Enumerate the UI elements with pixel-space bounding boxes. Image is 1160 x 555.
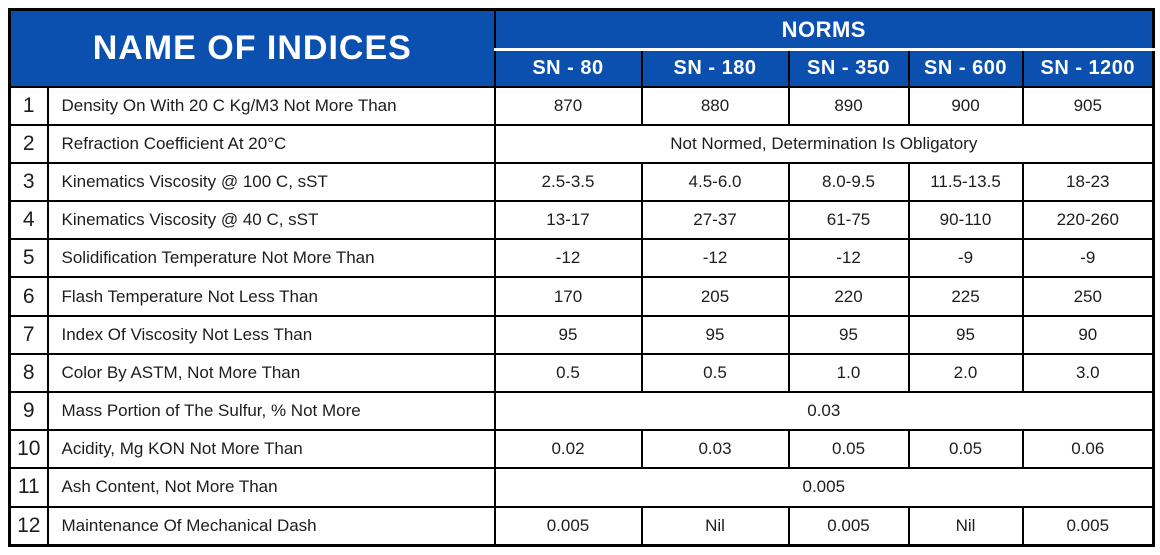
value-cell: 27-37	[640, 200, 790, 241]
value-cell: 225	[907, 276, 1024, 317]
row-number: 2	[8, 123, 49, 164]
value-cell: 95	[787, 314, 910, 355]
value-cell: -9	[1021, 238, 1155, 279]
index-name: Mass Portion of The Sulfur, % Not More	[46, 390, 496, 432]
table-row: 7 Index Of Viscosity Not Less Than 95 95…	[8, 314, 1155, 355]
index-name: Solidification Temperature Not More Than	[46, 238, 496, 279]
index-name: Refraction Coefficient At 20°C	[46, 123, 496, 164]
column-header-sn-600: SN - 600	[907, 48, 1024, 88]
row-number: 4	[8, 200, 49, 241]
index-name: Density On With 20 C Kg/M3 Not More Than	[46, 85, 496, 126]
value-cell: 170	[493, 276, 643, 317]
row-number: 5	[8, 238, 49, 279]
value-cell: 13-17	[493, 200, 643, 241]
value-cell: 0.06	[1021, 429, 1155, 470]
value-cell: -9	[907, 238, 1024, 279]
table-row: 12 Maintenance Of Mechanical Dash 0.005 …	[8, 505, 1155, 547]
row-number: 1	[8, 85, 49, 126]
index-name: Index Of Viscosity Not Less Than	[46, 314, 496, 355]
column-header-sn-80: SN - 80	[493, 48, 643, 88]
merged-value-cell: 0.03	[493, 390, 1155, 432]
value-cell: -12	[493, 238, 643, 279]
value-cell: 95	[493, 314, 643, 355]
value-cell: 18-23	[1021, 161, 1155, 203]
value-cell: -12	[787, 238, 910, 279]
value-cell: 220-260	[1021, 200, 1155, 241]
value-cell: 870	[493, 85, 643, 126]
value-cell: 0.02	[493, 429, 643, 470]
value-cell: 11.5-13.5	[907, 161, 1024, 203]
value-cell: 0.05	[787, 429, 910, 470]
row-number: 10	[8, 429, 49, 470]
norms-group-header: NORMS	[493, 8, 1155, 51]
header-columns-row: SN - 80 SN - 180 SN - 350 SN - 600 SN - …	[10, 48, 1155, 88]
row-number: 9	[8, 390, 49, 432]
table-row: 4 Kinematics Viscosity @ 40 C, sST 13-17…	[8, 200, 1155, 241]
value-cell: Nil	[640, 505, 790, 547]
table-row: 3 Kinematics Viscosity @ 100 C, sST 2.5-…	[8, 161, 1155, 203]
value-cell: 2.5-3.5	[493, 161, 643, 203]
value-cell: 0.5	[640, 352, 790, 394]
row-number: 7	[8, 314, 49, 355]
index-name: Flash Temperature Not Less Than	[46, 276, 496, 317]
table-row: 9 Mass Portion of The Sulfur, % Not More…	[8, 390, 1155, 432]
value-cell: -12	[640, 238, 790, 279]
value-cell: 4.5-6.0	[640, 161, 790, 203]
value-cell: 900	[907, 85, 1024, 126]
column-header-sn-180: SN - 180	[640, 48, 790, 88]
norms-specification-table: NAME OF INDICES NORMS SN - 80 SN - 180 S…	[8, 8, 1156, 547]
value-cell: 95	[907, 314, 1024, 355]
value-cell: 90	[1021, 314, 1155, 355]
row-number: 12	[8, 505, 49, 547]
value-cell: 205	[640, 276, 790, 317]
value-cell: 0.05	[907, 429, 1024, 470]
row-number: 11	[8, 467, 49, 508]
row-number: 8	[8, 352, 49, 394]
value-cell: 8.0-9.5	[787, 161, 910, 203]
value-cell: 880	[640, 85, 790, 126]
table-row: 11 Ash Content, Not More Than 0.005	[8, 467, 1155, 508]
value-cell: 61-75	[787, 200, 910, 241]
value-cell: 2.0	[907, 352, 1024, 394]
index-name: Maintenance Of Mechanical Dash	[46, 505, 496, 547]
value-cell: 0.005	[1021, 505, 1155, 547]
value-cell: 890	[787, 85, 910, 126]
index-name: Ash Content, Not More Than	[46, 467, 496, 508]
table-row: 6 Flash Temperature Not Less Than 170 20…	[8, 276, 1155, 317]
table-row: 2 Refraction Coefficient At 20°C Not Nor…	[8, 123, 1155, 164]
row-number: 3	[8, 161, 49, 203]
table-row: 8 Color By ASTM, Not More Than 0.5 0.5 1…	[8, 352, 1155, 394]
row-number: 6	[8, 276, 49, 317]
value-cell: 95	[640, 314, 790, 355]
merged-value-cell: 0.005	[493, 467, 1155, 508]
column-header-sn-350: SN - 350	[787, 48, 910, 88]
value-cell: 0.005	[493, 505, 643, 547]
value-cell: 0.03	[640, 429, 790, 470]
value-cell: 90-110	[907, 200, 1024, 241]
value-cell: 250	[1021, 276, 1155, 317]
index-name: Kinematics Viscosity @ 100 C, sST	[46, 161, 496, 203]
value-cell: 905	[1021, 85, 1155, 126]
value-cell: 220	[787, 276, 910, 317]
index-name: Kinematics Viscosity @ 40 C, sST	[46, 200, 496, 241]
value-cell: Nil	[907, 505, 1024, 547]
merged-value-cell: Not Normed, Determination Is Obligatory	[493, 123, 1155, 164]
name-of-indices-header: NAME OF INDICES	[8, 8, 496, 88]
column-header-sn-1200: SN - 1200	[1021, 48, 1155, 88]
value-cell: 3.0	[1021, 352, 1155, 394]
header-group-row: NAME OF INDICES NORMS	[8, 8, 1155, 88]
table-row: 5 Solidification Temperature Not More Th…	[8, 238, 1155, 279]
value-cell: 0.5	[493, 352, 643, 394]
table-row: 1 Density On With 20 C Kg/M3 Not More Th…	[8, 85, 1155, 126]
value-cell: 0.005	[787, 505, 910, 547]
value-cell: 1.0	[787, 352, 910, 394]
index-name: Color By ASTM, Not More Than	[46, 352, 496, 394]
table-row: 10 Acidity, Mg KON Not More Than 0.02 0.…	[8, 429, 1155, 470]
index-name: Acidity, Mg KON Not More Than	[46, 429, 496, 470]
